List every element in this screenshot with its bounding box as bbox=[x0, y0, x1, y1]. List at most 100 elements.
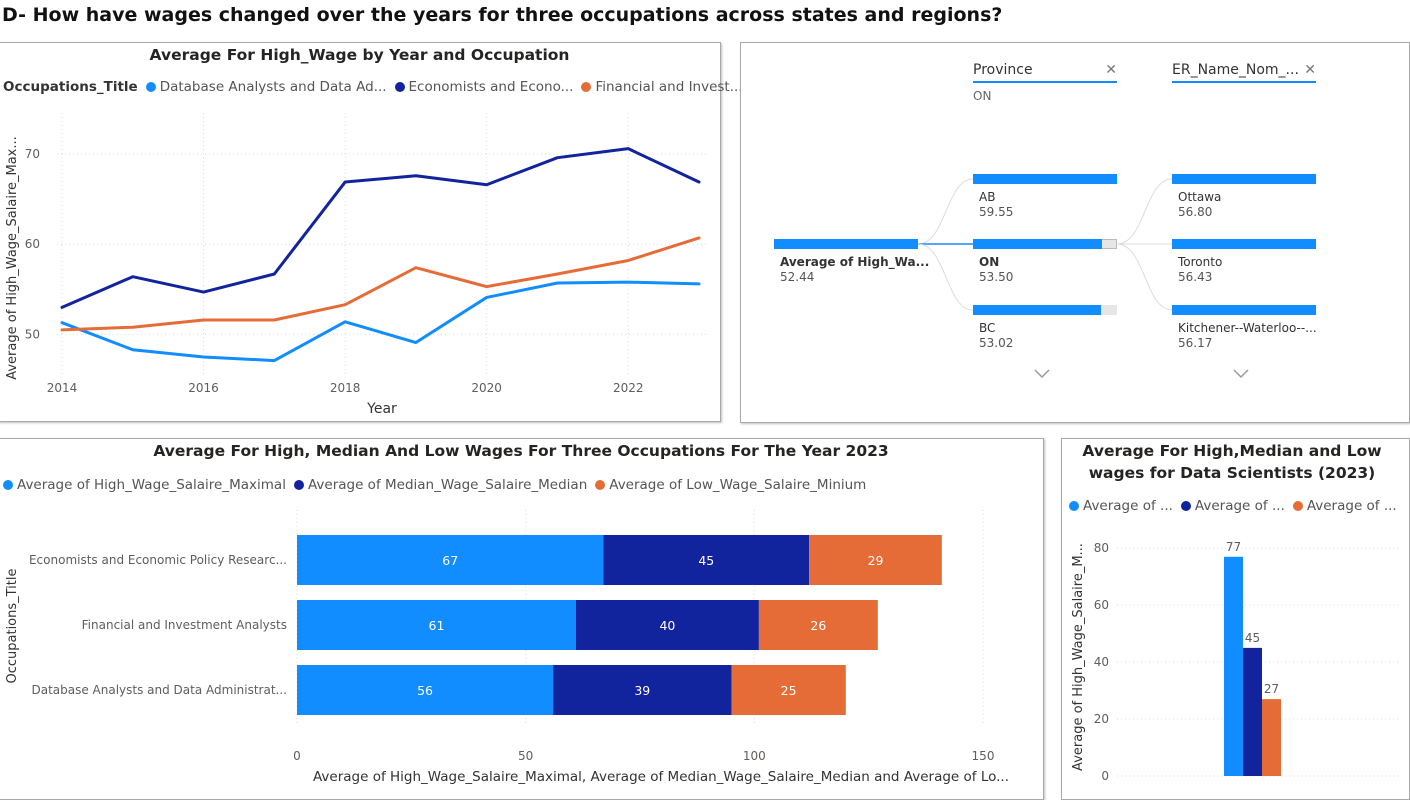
legend-item[interactable]: Financial and Invest... bbox=[581, 79, 743, 95]
bar-segment bbox=[758, 600, 878, 650]
stacked-bar-visual[interactable]: Average For High, Median And Low Wages F… bbox=[0, 438, 1044, 800]
x-tick-label: 2016 bbox=[188, 381, 219, 395]
column-chart-title-line1: Average For High,Median and Low bbox=[1082, 442, 1382, 460]
legend-item[interactable]: Economists and Econo... bbox=[394, 79, 573, 95]
stacked-bar-legend: Average of High_Wage_Salaire_Maximal Ave… bbox=[3, 477, 874, 493]
column-bar bbox=[1243, 647, 1262, 776]
series-line bbox=[60, 236, 701, 332]
level2-header[interactable]: ER_Name_Nom_... ✕ bbox=[1172, 62, 1316, 78]
y-axis-label: Average of High_Wage_Salaire_Max... bbox=[5, 136, 20, 380]
x-tick-label: 0 bbox=[293, 749, 301, 763]
series-line bbox=[60, 147, 701, 309]
node-bar-kitchener[interactable] bbox=[1172, 305, 1316, 315]
data-label: 27 bbox=[1264, 682, 1279, 696]
data-label: 61 bbox=[429, 618, 445, 633]
column-chart-legend: Average of ... Average of ... Average of… bbox=[1069, 498, 1405, 514]
data-label: 67 bbox=[442, 553, 458, 568]
legend-item[interactable]: Average of High_Wage_Salaire_Maximal bbox=[3, 477, 286, 493]
bar-segment bbox=[297, 600, 576, 650]
root-bar[interactable] bbox=[774, 239, 918, 249]
y-tick-label: 20 bbox=[1094, 712, 1109, 726]
x-tick-label: 2014 bbox=[47, 381, 78, 395]
node-ab[interactable]: AB 59.55 bbox=[979, 190, 1014, 219]
node-bar-ottawa[interactable] bbox=[1172, 174, 1316, 184]
column-bar bbox=[1224, 556, 1243, 776]
chevron-down-icon[interactable] bbox=[1232, 368, 1250, 380]
legend-item[interactable]: Average of Median_Wage_Salaire_Median bbox=[293, 477, 587, 493]
legend-dot-icon bbox=[3, 480, 13, 490]
level1-selected: ON bbox=[973, 89, 992, 103]
y-tick-label: 60 bbox=[1094, 598, 1109, 612]
chevron-down-icon[interactable] bbox=[1033, 368, 1051, 380]
decomposition-tree-visual[interactable]: Province ✕ ON ER_Name_Nom_... ✕ Average … bbox=[740, 42, 1410, 423]
line-chart-visual[interactable]: Average For High_Wage by Year and Occupa… bbox=[0, 42, 743, 422]
node-kitchener[interactable]: Kitchener--Waterloo--... 56.17 bbox=[1178, 321, 1317, 350]
line-chart-legend: Occupations_Title Database Analysts and … bbox=[3, 79, 751, 95]
x-tick-label: 2022 bbox=[613, 381, 644, 395]
bar-segment bbox=[553, 665, 732, 715]
category-label: Database Analysts and Data Administrat..… bbox=[31, 683, 287, 697]
node-on[interactable]: ON 53.50 bbox=[979, 255, 1014, 284]
node-bc[interactable]: BC 53.02 bbox=[979, 321, 1014, 350]
line-chart-plot: Average of High_Wage_Salaire_Max... Year… bbox=[5, 113, 707, 417]
y-tick-label: 60 bbox=[25, 237, 40, 251]
column-bar bbox=[1262, 699, 1281, 776]
bar-segment bbox=[603, 535, 810, 585]
node-bar-toronto[interactable] bbox=[1172, 239, 1316, 249]
column-chart-plot: Average of High_Wage_Salaire_M... 0 20 40 6… bbox=[1071, 540, 1400, 783]
x-axis-label: Year bbox=[366, 401, 397, 417]
level1-header[interactable]: Province ✕ bbox=[973, 62, 1117, 78]
legend-item[interactable]: Average of ... bbox=[1180, 498, 1285, 514]
legend-item[interactable]: Average of ... bbox=[1069, 498, 1173, 514]
data-label: 45 bbox=[698, 553, 714, 568]
data-label: 29 bbox=[868, 553, 884, 568]
category-label: Economists and Economic Policy Researc..… bbox=[29, 553, 287, 567]
data-label: 40 bbox=[659, 618, 675, 633]
y-tick-label: 40 bbox=[1094, 655, 1109, 669]
node-bar-on[interactable] bbox=[973, 239, 1102, 249]
column-chart-title-line2: wages for Data Scientists (2023) bbox=[1088, 464, 1376, 482]
y-tick-label: 80 bbox=[1094, 541, 1109, 555]
root-node-label[interactable]: Average of High_Wa... 52.44 bbox=[780, 255, 930, 284]
data-label: 45 bbox=[1245, 631, 1260, 645]
column-chart-visual[interactable]: Average For High,Median and Low wages fo… bbox=[1061, 438, 1410, 800]
y-tick-label: 50 bbox=[25, 327, 40, 341]
x-tick-label: 2018 bbox=[330, 381, 361, 395]
level2-underline bbox=[1172, 81, 1316, 83]
x-tick-label: 100 bbox=[743, 749, 766, 763]
node-toronto[interactable]: Toronto 56.43 bbox=[1178, 255, 1223, 284]
node-ottawa[interactable]: Ottawa 56.80 bbox=[1178, 190, 1222, 219]
tree-connectors bbox=[917, 178, 1173, 311]
data-label: 39 bbox=[634, 683, 650, 698]
legend-item[interactable]: Average of ... bbox=[1292, 498, 1397, 514]
bar-segment bbox=[575, 600, 759, 650]
y-tick-label: 0 bbox=[1101, 769, 1109, 783]
legend-item[interactable]: Database Analysts and Data Ad... bbox=[145, 79, 387, 95]
legend-dot-icon bbox=[595, 480, 606, 490]
y-tick-label: 70 bbox=[25, 147, 40, 161]
data-label: 26 bbox=[810, 618, 826, 633]
data-label: 77 bbox=[1226, 540, 1241, 554]
x-axis-label: Average of High_Wage_Salaire_Maximal, Av… bbox=[313, 769, 1009, 785]
node-bar-ab[interactable] bbox=[973, 174, 1117, 184]
close-icon[interactable]: ✕ bbox=[1105, 62, 1117, 78]
category-label: Financial and Investment Analysts bbox=[82, 618, 287, 632]
x-tick-label: 50 bbox=[518, 749, 533, 763]
legend-item[interactable]: Average of Low_Wage_Salaire_Minium bbox=[595, 477, 866, 493]
bar-segment bbox=[297, 535, 604, 585]
node-bar-bc[interactable] bbox=[973, 305, 1101, 315]
data-label: 25 bbox=[781, 683, 797, 698]
legend-dot-icon bbox=[293, 480, 304, 490]
legend-dot-icon bbox=[581, 82, 592, 92]
y-axis-label: Occupations_Title bbox=[5, 568, 20, 683]
legend-dot-icon bbox=[1292, 501, 1303, 511]
line-chart-title: Average For High_Wage by Year and Occupa… bbox=[149, 46, 570, 64]
legend-dot-icon bbox=[145, 82, 156, 92]
bar-segment bbox=[297, 665, 554, 715]
stacked-bar-title: Average For High, Median And Low Wages F… bbox=[153, 442, 889, 460]
x-tick-label: 150 bbox=[972, 749, 995, 763]
legend-dot-icon bbox=[1069, 501, 1079, 511]
bar-segment bbox=[731, 665, 846, 715]
legend-title: Occupations_Title bbox=[3, 79, 138, 95]
close-icon[interactable]: ✕ bbox=[1304, 62, 1316, 78]
